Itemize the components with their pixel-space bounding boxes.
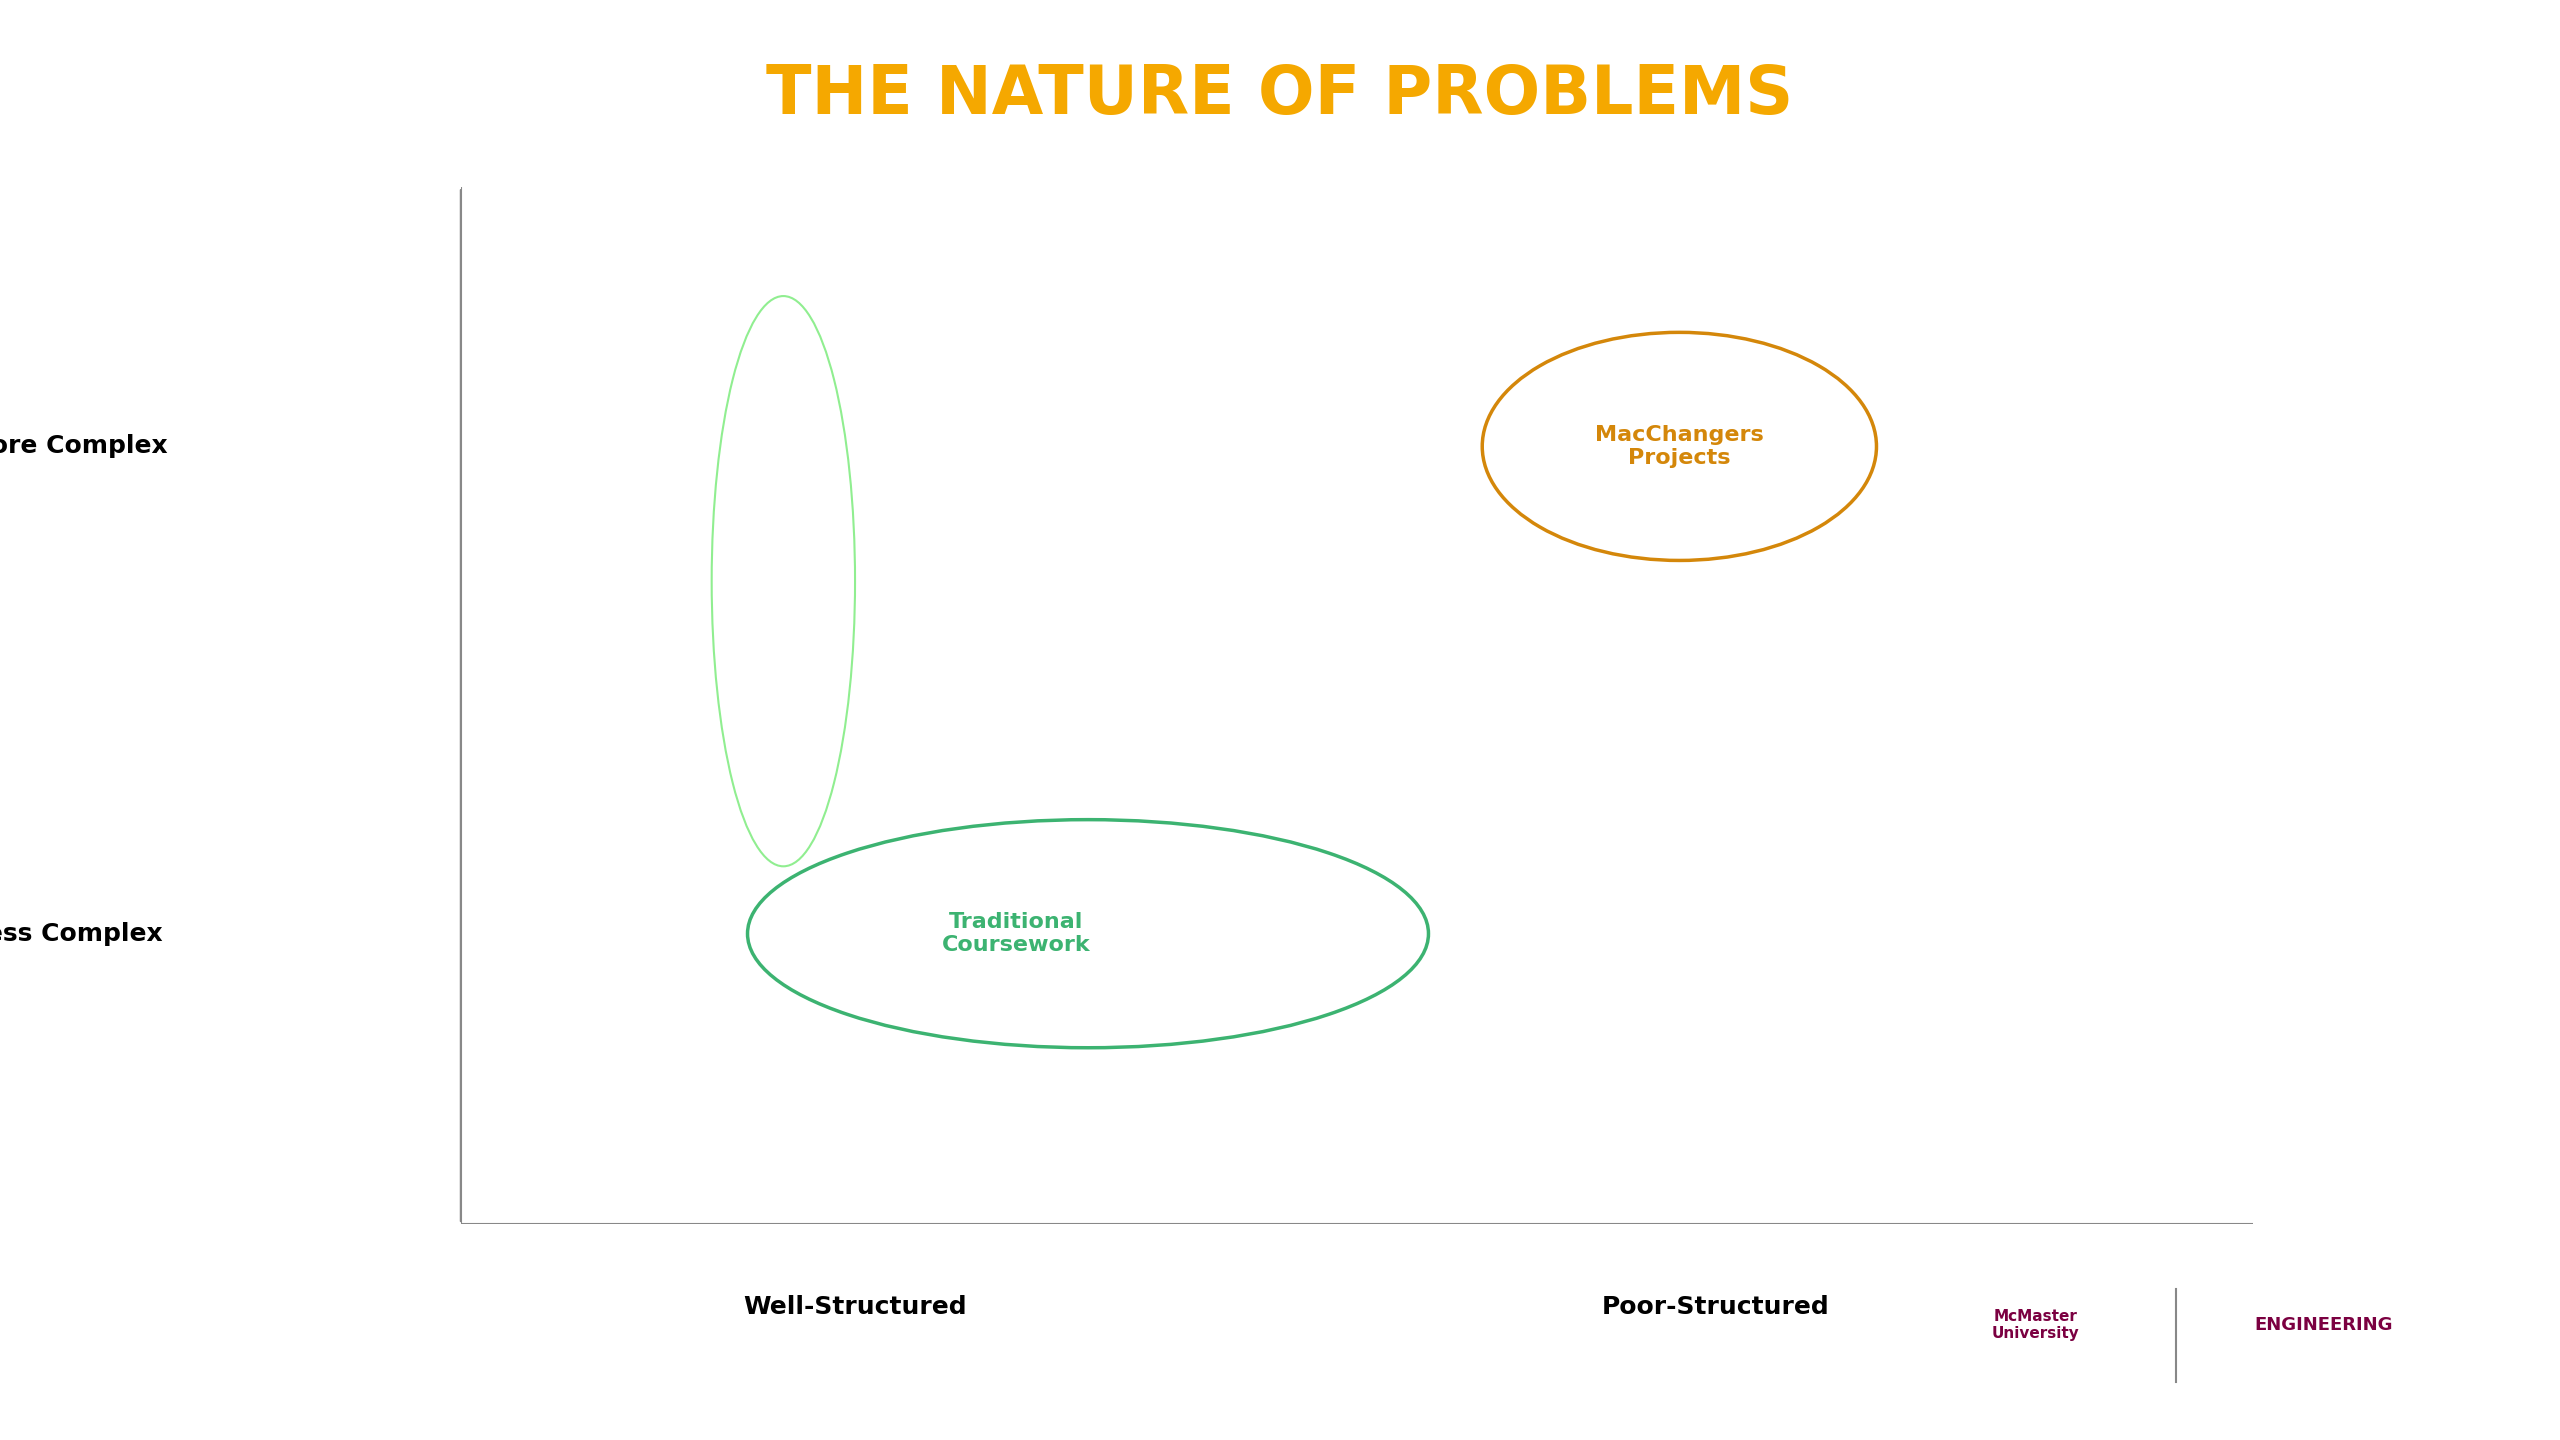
Text: Poor-Structured: Poor-Structured <box>1603 1295 1828 1319</box>
Text: MacChangers
Projects: MacChangers Projects <box>1595 425 1764 468</box>
Text: Traditional
Coursework: Traditional Coursework <box>942 912 1091 955</box>
Text: Less Complex: Less Complex <box>0 922 164 946</box>
Text: More Complex: More Complex <box>0 435 166 458</box>
Text: McMaster
University: McMaster University <box>1992 1309 2079 1341</box>
Text: THE NATURE OF PROBLEMS: THE NATURE OF PROBLEMS <box>765 62 1795 128</box>
Text: Well-Structured: Well-Structured <box>742 1295 968 1319</box>
Text: ENGINEERING: ENGINEERING <box>2253 1316 2394 1333</box>
